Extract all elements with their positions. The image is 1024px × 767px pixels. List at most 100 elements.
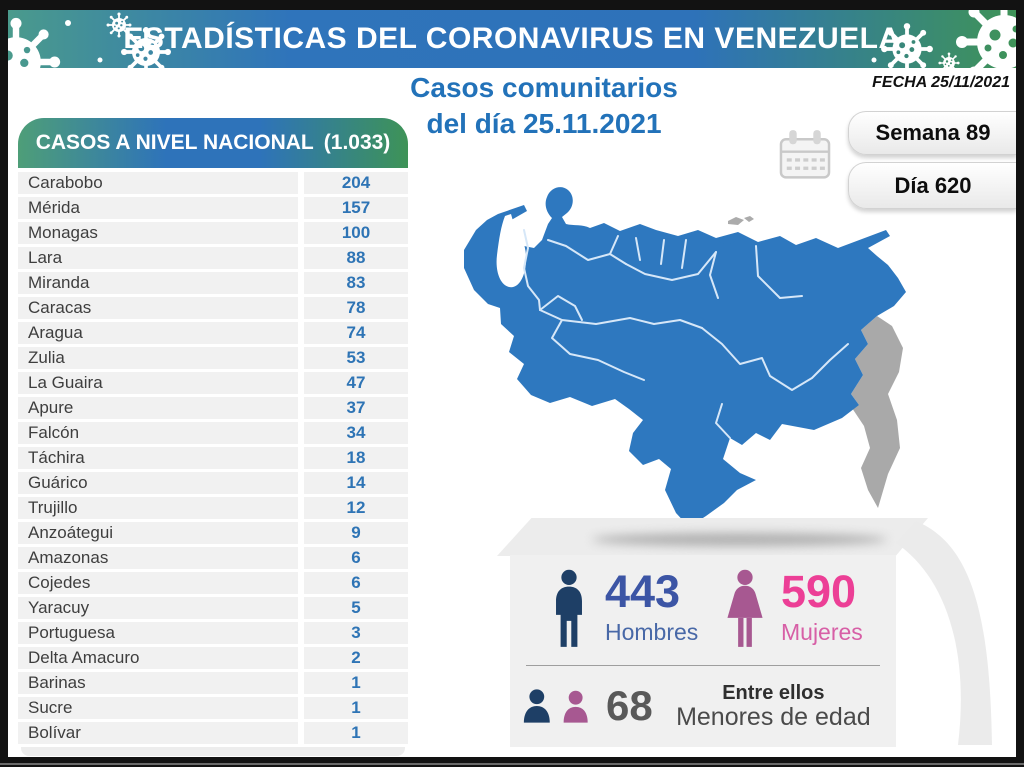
state-name: Aragua [18, 322, 298, 344]
table-row: La Guaira 47 [18, 372, 408, 394]
woman-icon [727, 569, 763, 647]
week-badge: Semana 89 [848, 111, 1016, 155]
man-icon [556, 569, 582, 647]
table-row: Portuguesa 3 [18, 622, 408, 644]
state-cases: 14 [304, 472, 408, 494]
state-borders [523, 229, 849, 439]
table-row: Táchira 18 [18, 447, 408, 469]
state-cases: 157 [304, 197, 408, 219]
state-name: Caracas [18, 297, 298, 319]
table-row: Lara 88 [18, 247, 408, 269]
state-name: Cojedes [18, 572, 298, 594]
cases-table-body: Carabobo 204 Mérida 157 Monagas 100 Lara… [18, 172, 408, 744]
table-row: Carabobo 204 [18, 172, 408, 194]
table-row: Yaracuy 5 [18, 597, 408, 619]
venezuela-landmass [464, 187, 906, 527]
state-cases: 9 [304, 522, 408, 544]
content-area: ESTADÍSTICAS DEL CORONAVIRUS EN VENEZUEL… [8, 10, 1016, 757]
table-row: Guárico 14 [18, 472, 408, 494]
table-row: Zulia 53 [18, 347, 408, 369]
frame-bottom-line [0, 763, 1024, 765]
pedestal-top-face [497, 518, 928, 556]
state-name: Trujillo [18, 497, 298, 519]
table-title: CASOS A NIVEL NACIONAL [35, 131, 314, 154]
state-name: Táchira [18, 447, 298, 469]
state-cases: 37 [304, 397, 408, 419]
state-name: Mérida [18, 197, 298, 219]
table-row: Delta Amacuro 2 [18, 647, 408, 669]
state-name: Barinas [18, 672, 298, 694]
women-stat: 590 Mujeres [722, 569, 863, 653]
state-cases: 6 [304, 547, 408, 569]
table-row: Apure 37 [18, 397, 408, 419]
cases-table: CASOS A NIVEL NACIONAL (1.033) Carabobo … [18, 118, 408, 756]
panel-divider [526, 665, 880, 666]
minors-count: 68 [606, 682, 653, 729]
men-count: 443 [605, 566, 681, 617]
day-badge: Día 620 [848, 162, 1016, 209]
header-banner: ESTADÍSTICAS DEL CORONAVIRUS EN VENEZUEL… [8, 10, 1016, 68]
state-cases: 2 [304, 647, 408, 669]
state-name: Monagas [18, 222, 298, 244]
margarita-island [719, 236, 735, 244]
coche-island [735, 235, 743, 241]
state-cases: 1 [304, 697, 408, 719]
state-cases: 12 [304, 497, 408, 519]
table-row: Amazonas 6 [18, 547, 408, 569]
state-name: Amazonas [18, 547, 298, 569]
state-cases: 100 [304, 222, 408, 244]
state-name: Anzoátegui [18, 522, 298, 544]
state-cases: 1 [304, 672, 408, 694]
men-stat: 443 Hombres [546, 569, 698, 653]
table-row: Cojedes 6 [18, 572, 408, 594]
state-name: Apure [18, 397, 298, 419]
table-shadow [21, 747, 405, 756]
state-name: Yaracuy [18, 597, 298, 619]
minors-label: Menores de edad [676, 702, 871, 731]
table-row: Mérida 157 [18, 197, 408, 219]
men-label: Hombres [605, 619, 699, 645]
state-cases: 204 [304, 172, 408, 194]
subtitle-line1: Casos comunitarios [410, 72, 678, 103]
state-name: Zulia [18, 347, 298, 369]
table-header: CASOS A NIVEL NACIONAL (1.033) [18, 118, 408, 168]
page-curl-decoration [896, 521, 992, 745]
table-row: Barinas 1 [18, 672, 408, 694]
minors-stat: 68 Entre ellos Menores de edad [522, 675, 888, 737]
table-row: Miranda 83 [18, 272, 408, 294]
virus-icons-decoration [8, 10, 1016, 68]
women-label: Mujeres [781, 619, 863, 645]
state-name: Bolívar [18, 722, 298, 744]
state-cases: 18 [304, 447, 408, 469]
state-cases: 78 [304, 297, 408, 319]
minors-intro: Entre ellos [722, 681, 825, 704]
state-name: La Guaira [18, 372, 298, 394]
table-row: Aragua 74 [18, 322, 408, 344]
map-shadow [592, 533, 887, 546]
state-cases: 1 [304, 722, 408, 744]
state-name: Guárico [18, 472, 298, 494]
table-row: Caracas 78 [18, 297, 408, 319]
state-name: Lara [18, 247, 298, 269]
state-name: Falcón [18, 422, 298, 444]
state-cases: 34 [304, 422, 408, 444]
state-cases: 88 [304, 247, 408, 269]
table-row: Falcón 34 [18, 422, 408, 444]
table-row: Trujillo 12 [18, 497, 408, 519]
table-total: (1.033) [323, 131, 391, 154]
state-cases: 5 [304, 597, 408, 619]
minors-icons [523, 689, 588, 723]
page-title: ESTADÍSTICAS DEL CORONAVIRUS EN VENEZUEL… [123, 22, 901, 55]
women-count: 590 [781, 566, 857, 617]
lake-maracaibo [496, 214, 527, 288]
calendar-icon [779, 130, 831, 179]
table-row: Anzoátegui 9 [18, 522, 408, 544]
state-cases: 74 [304, 322, 408, 344]
table-row: Bolívar 1 [18, 722, 408, 744]
date-label: FECHA 25/11/2021 [872, 74, 1010, 91]
state-cases: 47 [304, 372, 408, 394]
state-name: Carabobo [18, 172, 298, 194]
table-row: Monagas 100 [18, 222, 408, 244]
state-name: Sucre [18, 697, 298, 719]
